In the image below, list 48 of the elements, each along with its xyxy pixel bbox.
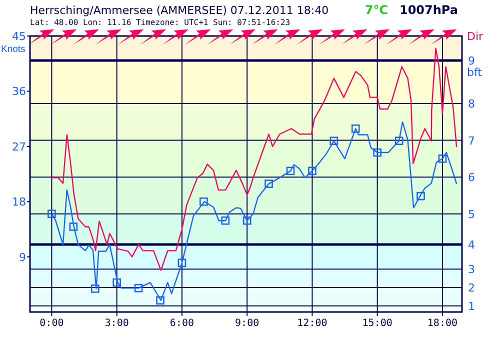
point [242, 216, 252, 225]
x-tick-label: 0:00 [40, 318, 64, 329]
band-label: 2 [468, 281, 475, 294]
text: 1007hPa [399, 3, 458, 17]
y-tick-label: 18 [12, 196, 26, 209]
y-tick-label: 36 [12, 85, 26, 98]
point [69, 222, 78, 231]
x-tick-label: 3:00 [104, 318, 129, 329]
point [48, 210, 56, 218]
point [373, 148, 382, 157]
line-series [51, 48, 458, 271]
x-tick-label: 9:00 [235, 318, 260, 329]
point [178, 258, 186, 268]
y-tick-label: 9 [19, 250, 26, 264]
point [134, 284, 143, 292]
y-axis-title: Knots [1, 44, 26, 55]
point [200, 197, 208, 206]
x-tick-label: 18:00 [427, 318, 458, 329]
point [221, 216, 230, 225]
x-tick-label: 6:00 [170, 318, 194, 329]
point [112, 278, 121, 287]
point [308, 166, 316, 176]
point [264, 180, 273, 188]
band-label: 7 [468, 134, 475, 148]
band-label: 9 [468, 54, 475, 68]
chart-subtitle: Lat: 48.00 Lon: 11.16 Timezone: UTC+1 Sun: 07:51-16:23 [30, 18, 290, 27]
x-tick-label: 12:00 [297, 318, 328, 329]
point [330, 136, 338, 146]
point [156, 296, 164, 304]
chart-title: Herrsching/Ammersee (AMMERSEE) 07.12.2011 18:40 [30, 4, 329, 17]
text: Dir [467, 30, 484, 43]
point [416, 192, 425, 200]
point [90, 284, 100, 293]
y2-axis-title: bft [467, 66, 483, 79]
point [394, 136, 404, 146]
y-tick-label: 45 [12, 30, 26, 43]
band-label: 8 [468, 97, 475, 110]
band-label: 6 [468, 171, 475, 184]
band-label: 3 [468, 263, 475, 276]
band-label: 4 [468, 238, 475, 252]
x-tick-label: 15:00 [362, 318, 392, 329]
y-tick-label: 27 [12, 140, 26, 154]
point [438, 154, 447, 163]
point [286, 166, 295, 176]
band-label: 5 [468, 208, 475, 221]
band-label: 1 [468, 300, 475, 313]
point [351, 124, 360, 133]
text: 7°C [364, 3, 388, 17]
